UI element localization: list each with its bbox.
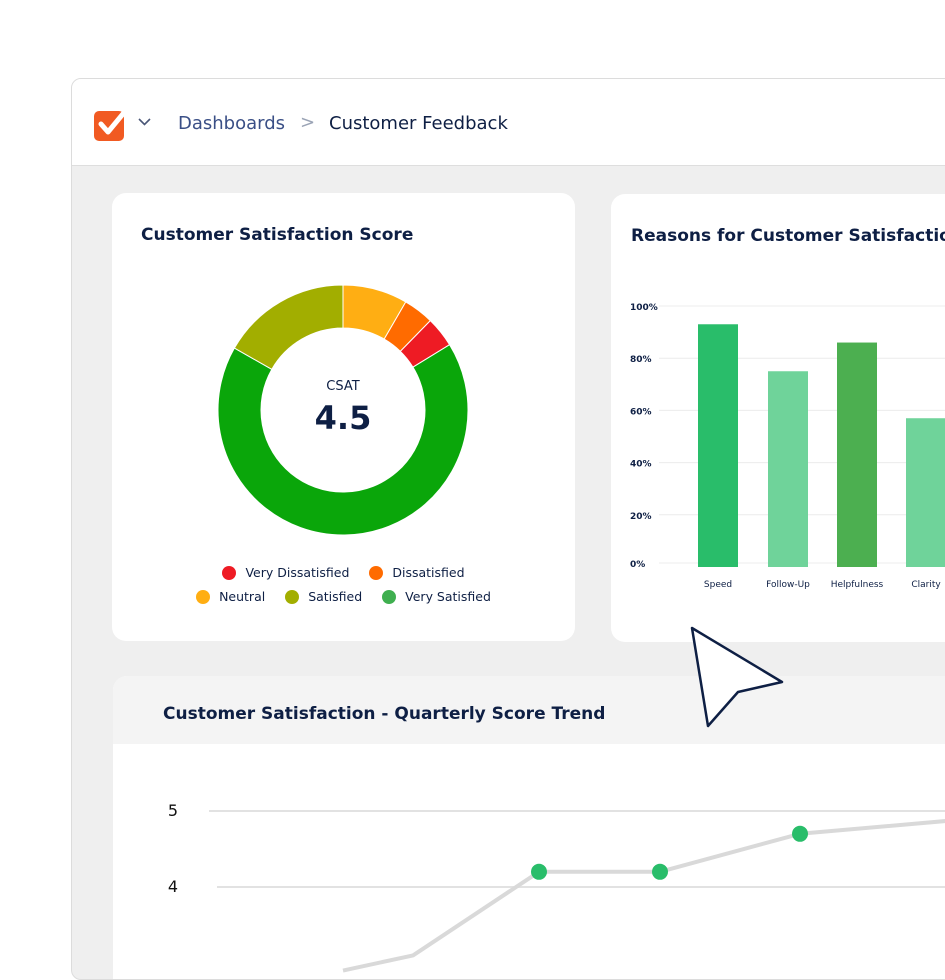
legend-label-very-dissatisfied: Very Dissatisfied (245, 565, 350, 580)
bar-x-label-speed: Speed (704, 580, 732, 590)
legend-item-very-satisfied: Very Satisfied (382, 589, 491, 604)
donut-slice-satisfied[interactable] (233, 284, 344, 371)
reasons-card-title: Reasons for Customer Satisfaction (631, 226, 945, 246)
trend-card-header (113, 676, 945, 744)
bar-y-tick-label: 20% (630, 512, 652, 522)
bar-x-label-clarity: Clarity (911, 580, 941, 590)
trend-point[interactable] (531, 863, 547, 880)
legend-item-very-dissatisfied: Very Dissatisfied (222, 565, 349, 580)
line-y-tick-label: 5 (168, 801, 178, 820)
trend-card-title: Customer Satisfaction - Quarterly Score … (163, 704, 606, 724)
trend-line (342, 819, 945, 973)
quarterly-trend-line-chart: 45 (168, 801, 945, 973)
donut-slice-very-satisfied[interactable] (217, 344, 469, 536)
bar-follow-up[interactable] (768, 371, 808, 567)
legend-item-satisfied: Satisfied (285, 589, 362, 604)
breadcrumb-current-page: Customer Feedback (329, 113, 508, 134)
bar-y-tick-label: 100% (630, 303, 658, 313)
csat-center-label: CSAT (326, 379, 359, 394)
bar-helpfulness[interactable] (837, 342, 877, 567)
chevron-down-icon[interactable] (138, 117, 151, 127)
legend-dot-very-dissatisfied (222, 565, 237, 580)
csat-donut-chart: CSAT 4.5 (217, 284, 469, 536)
trend-card: Customer Satisfaction - Quarterly Score … (113, 676, 945, 979)
bar-clarity[interactable] (906, 418, 945, 567)
trend-point[interactable] (792, 825, 808, 842)
breadcrumb-dashboards-link[interactable]: Dashboards (178, 113, 286, 134)
bar-x-label-helpfulness: Helpfulness (831, 580, 884, 590)
checkmark-logo-icon[interactable] (94, 107, 130, 141)
csat-card: Customer Satisfaction Score CSAT 4.5 Ver… (112, 193, 575, 641)
csat-legend-row-2: Neutral Satisfied Very Satisfied (112, 589, 575, 607)
legend-label-very-satisfied: Very Satisfied (405, 589, 491, 604)
reasons-bar-chart: 0% 20% 40% 60% 80% 100% Speed Follow-Up Helpfuln… (630, 303, 945, 590)
legend-item-dissatisfied: Dissatisfied (369, 565, 465, 580)
csat-legend-row-1: Very Dissatisfied Dissatisfied (112, 565, 575, 583)
bar-y-tick-label: 0% (630, 560, 645, 570)
top-bar: Dashboards > Customer Feedback (72, 79, 945, 166)
mouse-cursor-icon (690, 626, 784, 728)
csat-card-title: Customer Satisfaction Score (141, 225, 414, 245)
legend-dot-very-satisfied (382, 589, 397, 604)
legend-dot-neutral (196, 589, 211, 604)
bar-y-tick-label: 60% (630, 407, 652, 417)
app-window: Dashboards > Customer Feedback Customer … (71, 78, 945, 980)
legend-label-dissatisfied: Dissatisfied (392, 565, 465, 580)
csat-center-value: 4.5 (315, 399, 372, 437)
trend-point[interactable] (652, 863, 668, 880)
bar-y-tick-label: 40% (630, 460, 652, 470)
bar-x-label-follow-up: Follow-Up (766, 580, 810, 590)
bar-y-tick-label: 80% (630, 355, 652, 365)
legend-label-satisfied: Satisfied (308, 589, 363, 604)
legend-dot-dissatisfied (369, 565, 384, 580)
legend-label-neutral: Neutral (219, 589, 266, 604)
line-y-tick-label: 4 (168, 877, 178, 896)
legend-dot-satisfied (285, 589, 300, 604)
breadcrumb-separator: > (300, 112, 316, 133)
bar-speed[interactable] (698, 324, 738, 567)
reasons-card: Reasons for Customer Satisfaction 0% 20% 4… (611, 194, 945, 642)
legend-item-neutral: Neutral (196, 589, 265, 604)
